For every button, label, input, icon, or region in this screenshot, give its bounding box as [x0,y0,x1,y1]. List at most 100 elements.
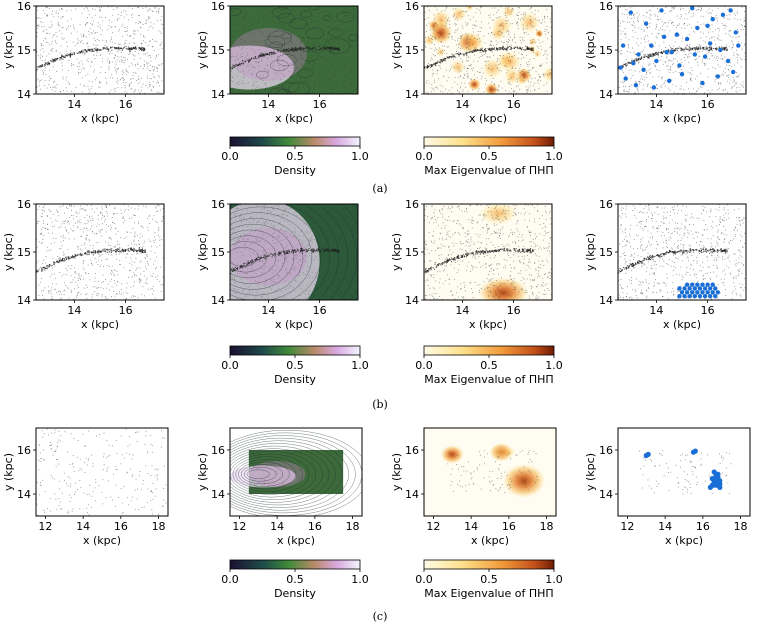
star-point [156,80,158,82]
star-point [516,23,518,25]
star-point [540,80,541,82]
stream-point [647,54,650,56]
stream-point [283,49,285,51]
star-point [457,28,459,30]
star-point [52,89,53,91]
star-point [241,25,243,27]
star-point [261,60,263,62]
star-point [634,25,636,27]
star-point [59,91,61,93]
star-point [124,26,125,28]
star-point [482,72,484,74]
star-point [147,55,149,57]
y-tick-label: 14 [17,88,31,101]
star-point [114,26,116,28]
star-point [301,63,303,65]
star-point [708,13,710,15]
stream-point [334,47,336,49]
star-point [646,35,648,37]
stream-point [115,248,117,251]
star-point [447,46,449,48]
star-point [280,78,282,80]
star-point [494,7,496,9]
star-point [73,26,75,28]
star-point [85,273,87,275]
star-point [523,16,525,18]
stream-point [336,48,338,50]
stream-point [630,62,632,64]
star-point [334,73,336,75]
star-point [701,86,703,88]
star-point [458,51,460,53]
star-point [138,49,140,51]
star-point [90,263,92,265]
star-point [62,55,64,57]
stream-point [509,48,511,50]
star-point [265,51,267,53]
stream-point [656,54,658,56]
star-point [500,55,502,57]
star-point [546,82,547,84]
y-tick-label: 16 [405,0,419,13]
star-point [651,33,653,35]
star-point [92,245,94,247]
stream-point [459,53,462,55]
star-point [723,25,725,27]
stream-point [338,49,340,52]
star-point [472,27,474,29]
stream-point [654,52,656,54]
star-point [50,249,52,251]
star-point [699,46,701,48]
star-point [154,260,156,262]
star-point [715,15,717,16]
star-point [717,20,719,22]
star-point [642,88,644,90]
star-point [643,76,645,78]
star-point [270,90,272,92]
star-point [43,26,45,28]
star-point [109,77,111,79]
star-point [139,261,141,263]
star-point [736,11,738,13]
star-point [442,50,443,51]
star-point [108,244,110,246]
star-point [162,284,164,286]
star-point [622,80,624,82]
star-point [247,52,249,54]
star-point [481,75,483,77]
star-point [433,89,435,91]
star-point [727,80,729,82]
star-point [256,81,258,82]
star-point [428,62,430,64]
star-point [146,277,148,279]
star-point [661,34,663,36]
star-point [353,47,355,49]
star-point [347,37,349,38]
star-point [242,16,244,18]
stream-point [112,250,114,252]
star-point [498,64,500,66]
stream-point [140,49,142,51]
stream-point [682,49,684,51]
star-point [241,80,243,82]
star-point [507,82,509,84]
stream-point [656,53,658,55]
star-point [113,245,115,247]
star-point [467,67,469,69]
star-point [120,252,122,254]
star-point [329,6,331,8]
star-point [137,253,139,255]
star-point [494,88,496,90]
stream-point [698,46,700,48]
star-point [324,77,326,78]
star-point [131,264,133,266]
star-point [47,228,49,230]
star-point [494,83,495,85]
star-point [94,233,95,235]
star-point [337,39,339,40]
star-point [255,61,257,62]
stream-point [451,55,453,57]
star-point [124,211,125,213]
stream-point [100,251,102,253]
stream-point [89,48,91,50]
